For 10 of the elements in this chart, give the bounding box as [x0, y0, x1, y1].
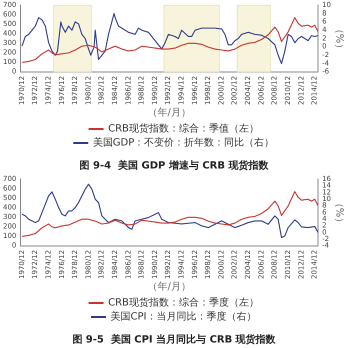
y2-axis-title: （%） — [333, 198, 344, 228]
x-axis-title: （年/月） — [148, 280, 191, 293]
legend-label: 美国GDP：不变价：折年数：同比（右） — [92, 136, 274, 149]
x-axis-title: （年/月） — [148, 106, 191, 119]
text: 图 9-4 美国 GDP 增速与 CRB 现货指数 — [80, 160, 270, 172]
legend-label: CRB现货指数：综合：季度（左） — [108, 296, 259, 309]
text: 图 9-5 美国 CPI 当月同比与 CRB 现货指数 — [72, 334, 277, 346]
y2-axis-title: （%） — [333, 24, 344, 54]
legend-label: 美国CPI：当月同比：季度（右） — [110, 310, 256, 323]
legend-label: CRB现货指数：综合：季值（左） — [108, 122, 259, 135]
